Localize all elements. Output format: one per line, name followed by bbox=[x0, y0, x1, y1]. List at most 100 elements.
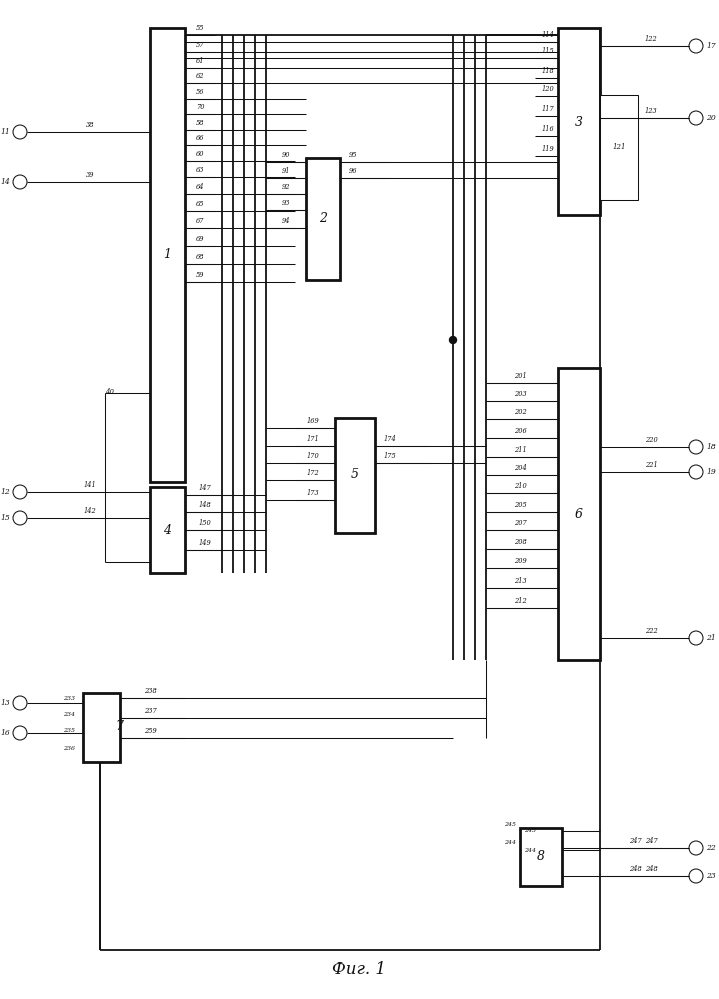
Text: 169: 169 bbox=[306, 417, 319, 425]
Text: 67: 67 bbox=[196, 217, 204, 225]
Text: 172: 172 bbox=[306, 469, 319, 477]
Text: 38: 38 bbox=[86, 121, 94, 129]
Text: 147: 147 bbox=[198, 484, 211, 492]
Text: 212: 212 bbox=[513, 597, 526, 605]
Bar bbox=[335, 418, 375, 533]
Text: 122: 122 bbox=[645, 35, 657, 43]
Text: 259: 259 bbox=[144, 727, 156, 735]
Text: 11: 11 bbox=[0, 128, 10, 136]
Text: 203: 203 bbox=[513, 390, 526, 398]
Text: 65: 65 bbox=[196, 200, 204, 208]
Text: 93: 93 bbox=[282, 199, 290, 207]
Text: 245: 245 bbox=[504, 821, 516, 826]
Text: 142: 142 bbox=[83, 507, 96, 515]
Text: 148: 148 bbox=[198, 501, 211, 509]
Text: 150: 150 bbox=[198, 519, 211, 527]
Text: 233: 233 bbox=[63, 695, 75, 700]
Text: 234: 234 bbox=[63, 711, 75, 716]
Text: 247: 247 bbox=[645, 837, 657, 845]
Bar bbox=[600, 95, 638, 200]
Text: 171: 171 bbox=[306, 435, 319, 443]
Bar bbox=[150, 487, 185, 573]
Text: 247: 247 bbox=[628, 837, 641, 845]
Text: 96: 96 bbox=[349, 167, 357, 175]
Text: 64: 64 bbox=[196, 183, 204, 191]
Text: 141: 141 bbox=[83, 481, 96, 489]
Text: 15: 15 bbox=[0, 514, 10, 522]
Text: 56: 56 bbox=[196, 88, 204, 96]
Text: 63: 63 bbox=[196, 166, 204, 174]
Text: 238: 238 bbox=[144, 687, 156, 695]
Text: 68: 68 bbox=[196, 253, 204, 261]
Text: 69: 69 bbox=[196, 235, 204, 243]
Bar bbox=[83, 693, 120, 762]
Text: 23: 23 bbox=[706, 872, 715, 880]
Bar bbox=[520, 828, 562, 886]
Text: 117: 117 bbox=[541, 105, 554, 113]
Text: 244: 244 bbox=[504, 840, 516, 845]
Text: 204: 204 bbox=[513, 464, 526, 472]
Text: 8: 8 bbox=[537, 850, 545, 863]
Text: 1: 1 bbox=[163, 249, 171, 262]
Text: 209: 209 bbox=[513, 557, 526, 565]
Text: 205: 205 bbox=[513, 501, 526, 509]
Text: 174: 174 bbox=[384, 435, 396, 443]
Bar bbox=[150, 28, 185, 482]
Text: 17: 17 bbox=[706, 42, 715, 50]
Text: 19: 19 bbox=[706, 468, 715, 476]
Bar bbox=[558, 28, 600, 215]
Text: 237: 237 bbox=[144, 707, 156, 715]
Text: 22: 22 bbox=[706, 844, 715, 852]
Bar bbox=[306, 158, 340, 280]
Text: 12: 12 bbox=[0, 488, 10, 496]
Text: 95: 95 bbox=[349, 151, 357, 159]
Text: 123: 123 bbox=[645, 107, 657, 115]
Text: 60: 60 bbox=[196, 150, 204, 158]
Text: 2: 2 bbox=[319, 213, 327, 226]
Text: 59: 59 bbox=[196, 271, 204, 279]
Text: 20: 20 bbox=[706, 114, 715, 122]
Circle shape bbox=[449, 337, 457, 344]
Text: 220: 220 bbox=[645, 436, 657, 444]
Text: 245: 245 bbox=[524, 828, 536, 833]
Text: 116: 116 bbox=[541, 125, 554, 133]
Text: Фиг. 1: Фиг. 1 bbox=[332, 961, 386, 978]
Text: 66: 66 bbox=[196, 134, 204, 142]
Text: 118: 118 bbox=[541, 67, 554, 75]
Text: 115: 115 bbox=[541, 47, 554, 55]
Text: 39: 39 bbox=[86, 171, 94, 179]
Text: 248: 248 bbox=[645, 865, 657, 873]
Text: 18: 18 bbox=[706, 443, 715, 451]
Text: 7: 7 bbox=[115, 720, 123, 733]
Text: 170: 170 bbox=[306, 452, 319, 460]
Text: 149: 149 bbox=[198, 539, 211, 547]
Text: 248: 248 bbox=[628, 865, 641, 873]
Text: 92: 92 bbox=[282, 183, 290, 191]
Text: 94: 94 bbox=[282, 217, 290, 225]
Text: 208: 208 bbox=[513, 538, 526, 546]
Text: 61: 61 bbox=[196, 57, 204, 65]
Text: 121: 121 bbox=[613, 143, 626, 151]
Text: 91: 91 bbox=[282, 167, 290, 175]
Text: 55: 55 bbox=[196, 24, 204, 32]
Text: 70: 70 bbox=[196, 103, 204, 111]
Text: 14: 14 bbox=[0, 178, 10, 186]
Text: 201: 201 bbox=[513, 372, 526, 380]
Text: 213: 213 bbox=[513, 577, 526, 585]
Text: 120: 120 bbox=[541, 85, 554, 93]
Text: 244: 244 bbox=[524, 847, 536, 852]
Text: 57: 57 bbox=[196, 41, 204, 49]
Bar bbox=[558, 368, 600, 660]
Text: 21: 21 bbox=[706, 634, 715, 642]
Text: 119: 119 bbox=[541, 145, 554, 153]
Text: 236: 236 bbox=[63, 745, 75, 750]
Text: 3: 3 bbox=[575, 116, 583, 129]
Text: 202: 202 bbox=[513, 408, 526, 416]
Text: 207: 207 bbox=[513, 519, 526, 527]
Text: 114: 114 bbox=[541, 31, 554, 39]
Text: 210: 210 bbox=[513, 482, 526, 490]
Text: 175: 175 bbox=[384, 452, 396, 460]
Text: 4: 4 bbox=[163, 523, 171, 536]
Text: 5: 5 bbox=[351, 469, 359, 482]
Text: 58: 58 bbox=[196, 119, 204, 127]
